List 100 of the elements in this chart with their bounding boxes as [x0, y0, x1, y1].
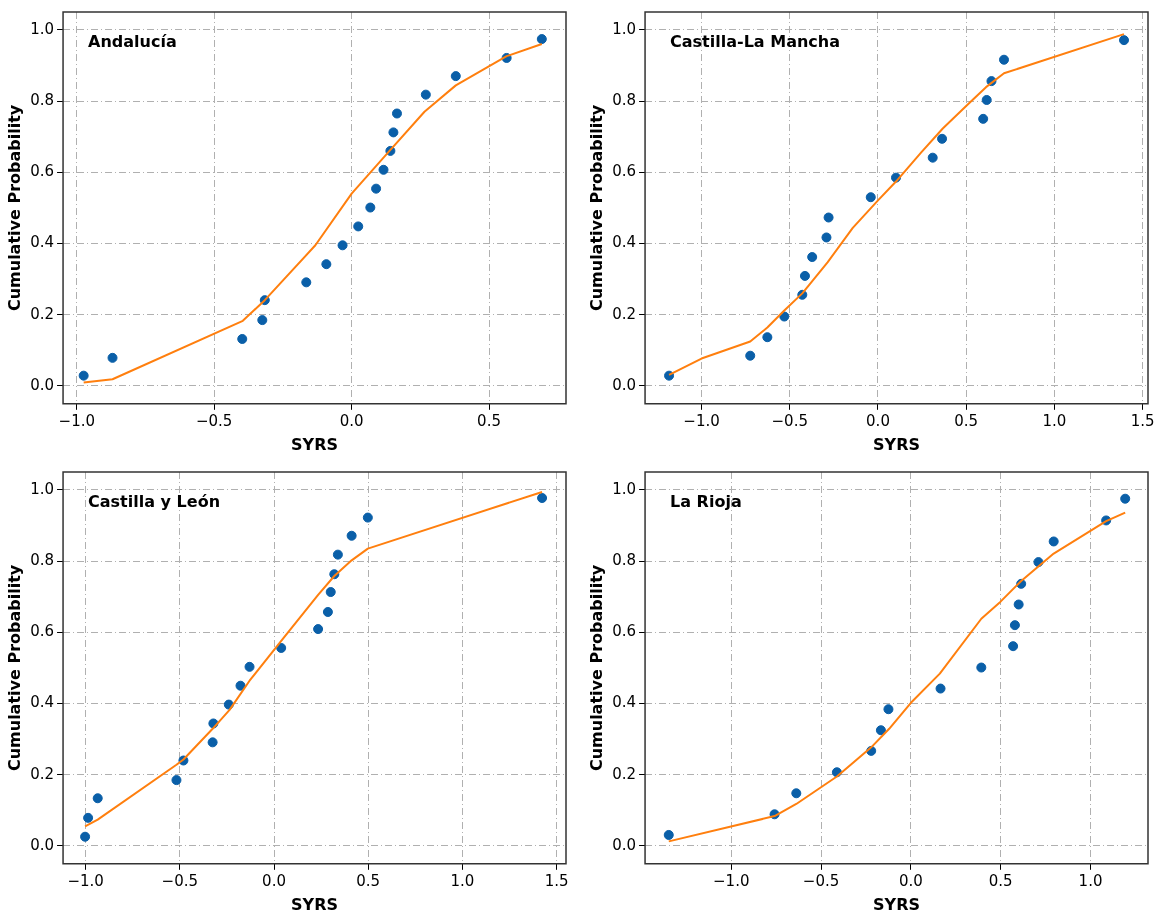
point: [391, 108, 402, 119]
x-tick-label: −0.5: [802, 871, 840, 890]
y-tick-label: 0.4: [612, 233, 637, 252]
point: [823, 212, 834, 223]
y-tick-label: 0.8: [30, 550, 55, 569]
point: [171, 775, 182, 786]
x-tick-label: 1.0: [1042, 411, 1067, 430]
point: [927, 152, 938, 163]
y-tick-label: 0.0: [30, 835, 55, 854]
point: [321, 259, 332, 270]
x-tick-label: −1.0: [67, 871, 104, 890]
text: Castilla-La Mancha: [670, 32, 841, 52]
x-tick-label: −0.5: [161, 871, 199, 890]
point: [875, 725, 886, 736]
y-tick-label: 0.2: [612, 304, 637, 323]
point: [1120, 493, 1131, 504]
point: [799, 270, 810, 281]
point: [378, 164, 389, 175]
point: [762, 332, 773, 343]
y-tick-label: 0.6: [30, 162, 55, 181]
y-tick-label: 0.0: [30, 375, 55, 394]
x-tick-label: 1.5: [1130, 411, 1155, 430]
point: [821, 232, 832, 243]
point: [536, 34, 547, 45]
x-tick-label: 0.0: [262, 871, 286, 890]
point: [1119, 35, 1129, 46]
point: [362, 512, 373, 523]
x-tick-label: 0.0: [898, 871, 923, 890]
point: [371, 183, 382, 194]
point: [322, 606, 333, 617]
point: [353, 221, 364, 232]
point: [791, 788, 802, 799]
point: [83, 812, 94, 823]
point: [301, 277, 312, 288]
y-tick-label: 0.0: [612, 835, 637, 854]
point: [935, 683, 946, 694]
point: [450, 71, 461, 82]
point: [365, 202, 376, 213]
point: [92, 793, 103, 804]
y-tick-label: 0.2: [30, 764, 55, 783]
point: [807, 252, 818, 263]
point: [257, 315, 268, 326]
text: La Rioja: [670, 492, 742, 512]
point: [207, 737, 218, 748]
point: [244, 661, 255, 672]
y-tick-label: 0.8: [30, 90, 55, 109]
x-axis-title: SYRS: [873, 434, 920, 454]
y-tick-label: 0.2: [30, 304, 55, 323]
x-tick-label: 1.0: [450, 871, 475, 890]
point: [663, 829, 674, 840]
y-tick-label: 0.4: [612, 693, 637, 712]
y-axis-title: Cumulative Probability: [586, 104, 606, 312]
point: [745, 350, 756, 361]
point: [80, 831, 91, 842]
point: [1009, 620, 1020, 631]
y-axis-title: Cumulative Probability: [586, 564, 606, 772]
x-tick-label: 0.5: [954, 411, 979, 430]
text: Andalucía: [88, 32, 177, 52]
point: [978, 113, 989, 124]
point: [976, 662, 987, 673]
y-tick-label: 0.6: [612, 162, 637, 181]
y-tick-label: 0.4: [30, 233, 55, 252]
point: [865, 192, 876, 203]
point: [420, 89, 431, 100]
y-tick-label: 1.0: [30, 479, 55, 498]
y-tick-label: 0.2: [612, 764, 637, 783]
x-tick-label: 1.0: [1078, 871, 1103, 890]
point: [325, 587, 336, 598]
x-tick-label: 0.0: [866, 411, 890, 430]
x-axis-title: SYRS: [873, 894, 920, 914]
y-tick-label: 0.4: [30, 693, 55, 712]
point: [981, 94, 992, 105]
point: [237, 333, 248, 344]
y-tick-label: 1.0: [612, 19, 637, 38]
point: [276, 642, 287, 653]
point: [537, 493, 548, 503]
point: [107, 352, 118, 363]
y-tick-label: 0.6: [612, 622, 637, 641]
y-tick-label: 0.6: [30, 622, 55, 641]
point: [937, 133, 948, 144]
point: [1013, 599, 1024, 610]
x-tick-label: 1.5: [544, 871, 569, 890]
point: [337, 240, 348, 251]
y-tick-label: 1.0: [612, 479, 637, 498]
point: [1048, 536, 1059, 547]
point: [313, 624, 324, 635]
x-axis-title: SYRS: [291, 434, 338, 454]
text: Castilla y León: [88, 492, 221, 512]
point: [883, 704, 894, 715]
x-tick-label: −1.0: [683, 411, 720, 430]
point: [1008, 641, 1019, 652]
y-axis-title: Cumulative Probability: [4, 104, 24, 312]
x-tick-label: −1.0: [713, 871, 750, 890]
y-tick-label: 0.8: [612, 550, 637, 569]
x-tick-label: −1.0: [58, 411, 96, 430]
y-tick-label: 0.0: [612, 375, 637, 394]
x-axis-title: SYRS: [291, 894, 338, 914]
point: [332, 549, 343, 560]
x-tick-label: −0.5: [771, 411, 808, 430]
point: [235, 680, 246, 691]
